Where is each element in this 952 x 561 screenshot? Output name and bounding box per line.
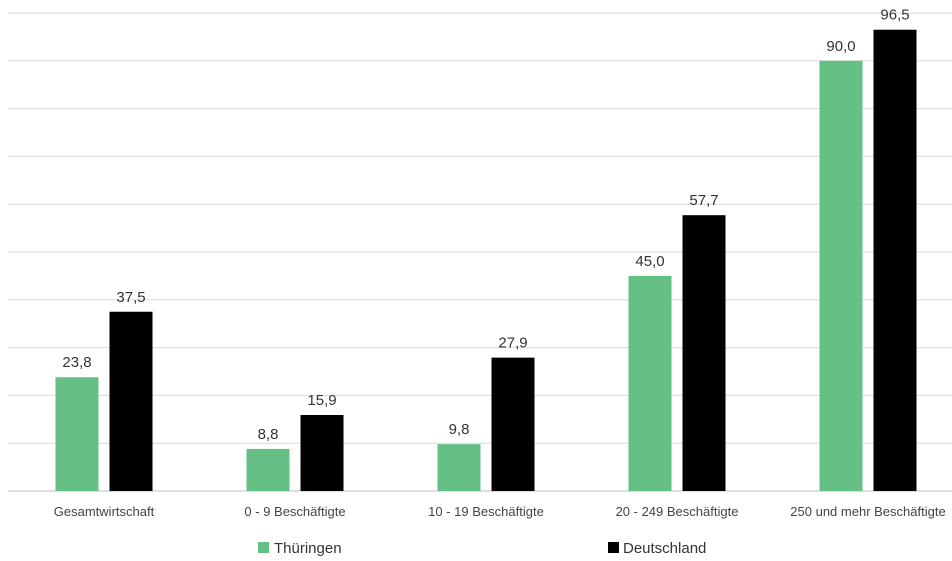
bar-deutschland <box>491 357 535 491</box>
bar-deutschland <box>109 311 153 491</box>
bar-deutschland <box>682 215 726 491</box>
data-label: 9,8 <box>449 421 470 438</box>
bar-deutschland <box>300 414 344 491</box>
category-label: Gesamtwirtschaft <box>54 504 155 519</box>
data-label: 57,7 <box>689 192 718 209</box>
gridlines <box>8 12 952 492</box>
legend-swatch-deutschland <box>608 542 619 553</box>
legend-swatch-thueringen <box>258 542 269 553</box>
data-label: 96,5 <box>880 7 909 24</box>
bar-deutschland <box>873 29 917 491</box>
legend-label-deutschland: Deutschland <box>623 540 706 557</box>
bar-thueringen <box>628 275 672 491</box>
bar-thueringen <box>819 60 863 492</box>
category-label: 10 - 19 Beschäftigte <box>428 504 544 519</box>
bars <box>55 29 917 492</box>
legend: Thüringen Deutschland <box>258 540 706 557</box>
data-label: 45,0 <box>635 253 664 270</box>
data-label: 27,9 <box>498 335 527 352</box>
data-label: 90,0 <box>826 38 855 55</box>
data-label: 15,9 <box>307 392 336 409</box>
bar-thueringen <box>246 448 290 491</box>
data-label: 37,5 <box>116 289 145 306</box>
category-label: 250 und mehr Beschäftigte <box>790 504 945 519</box>
data-label: 23,8 <box>62 354 91 371</box>
category-label: 0 - 9 Beschäftigte <box>244 504 345 519</box>
bar-thueringen <box>437 444 481 491</box>
value-labels: 23,8 37,5 8,8 15,9 9,8 27,9 45,0 57,7 90,0 96,5 <box>62 7 909 443</box>
legend-label-thueringen: Thüringen <box>274 540 342 557</box>
data-label: 8,8 <box>258 426 279 443</box>
category-labels: Gesamtwirtschaft 0 - 9 Beschäftigte 10 - 1… <box>54 504 946 519</box>
bar-thueringen <box>55 377 99 491</box>
category-label: 20 - 249 Beschäftigte <box>616 504 739 519</box>
